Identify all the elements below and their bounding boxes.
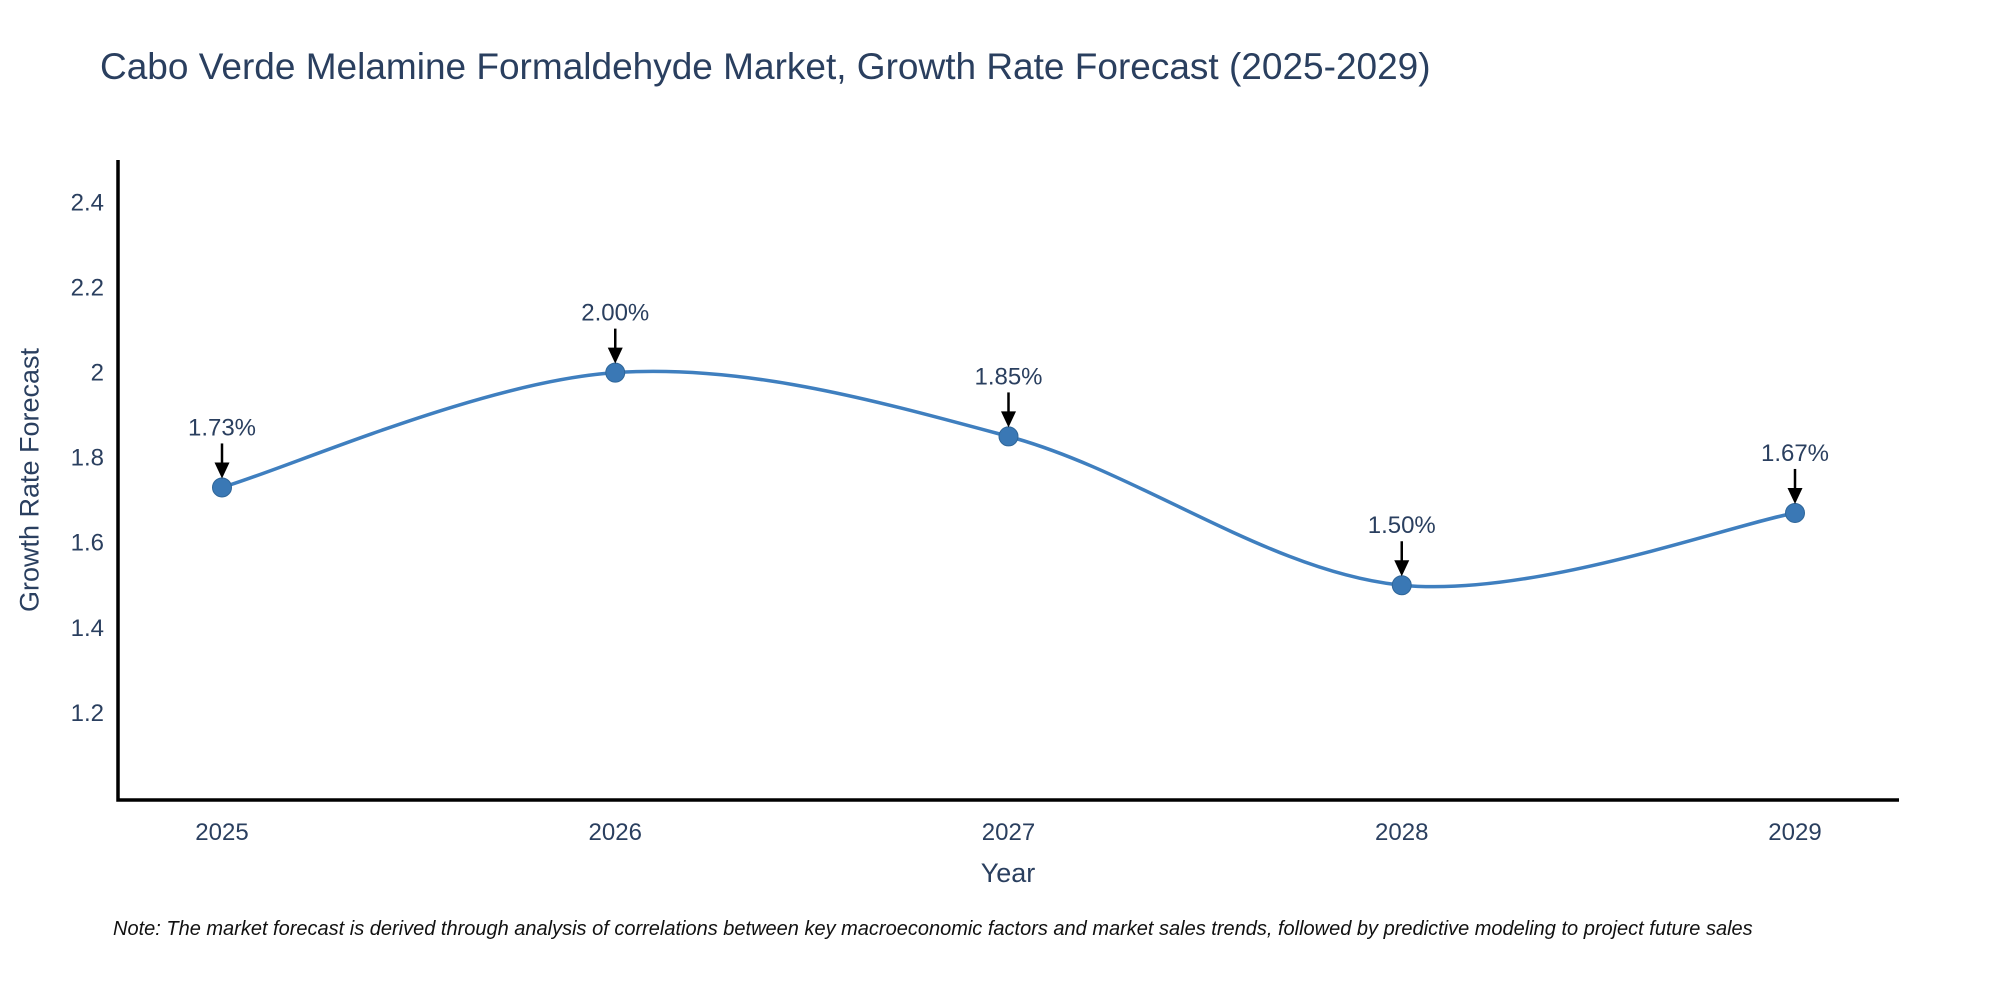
data-point-label: 2.00% xyxy=(581,300,649,327)
y-tick-label: 2.4 xyxy=(71,190,104,217)
data-point-marker[interactable] xyxy=(605,362,626,383)
y-tick-label: 1.4 xyxy=(71,615,104,642)
x-tick-label: 2026 xyxy=(589,819,642,846)
annotation-arrowhead xyxy=(1001,411,1016,428)
y-tick-label: 2.2 xyxy=(71,275,104,302)
x-tick-label: 2028 xyxy=(1375,819,1428,846)
data-point-marker[interactable] xyxy=(998,426,1019,447)
y-tick-label: 1.2 xyxy=(71,700,104,727)
axis-lines xyxy=(116,160,1899,802)
y-tick-label: 1.8 xyxy=(71,445,104,472)
data-point-marker[interactable] xyxy=(212,477,232,498)
data-point-label: 1.50% xyxy=(1368,512,1436,539)
annotation-arrowhead xyxy=(1394,560,1410,577)
data-point-label: 1.85% xyxy=(974,363,1042,390)
y-axis-title: Growth Rate Forecast xyxy=(14,347,45,613)
annotation-arrowhead xyxy=(214,462,230,479)
annotation-arrowhead xyxy=(607,347,623,364)
y-tick-label: 1.6 xyxy=(71,530,104,557)
x-axis-title: Year xyxy=(980,858,1036,888)
y-tick-label: 2 xyxy=(91,360,104,387)
data-point-label: 1.67% xyxy=(1761,440,1829,467)
data-point-marker[interactable] xyxy=(1785,502,1805,523)
x-tick-label: 2025 xyxy=(195,819,248,846)
footnote: Note: The market forecast is derived thr… xyxy=(113,918,1753,940)
x-tick-label: 2027 xyxy=(982,819,1035,846)
x-tick-label: 2029 xyxy=(1768,819,1821,846)
annotation-arrowhead xyxy=(1787,487,1803,504)
data-point-label: 1.73% xyxy=(188,414,256,441)
data-point-marker[interactable] xyxy=(1391,575,1412,596)
chart-title: Cabo Verde Melamine Formaldehyde Market,… xyxy=(100,46,1431,87)
